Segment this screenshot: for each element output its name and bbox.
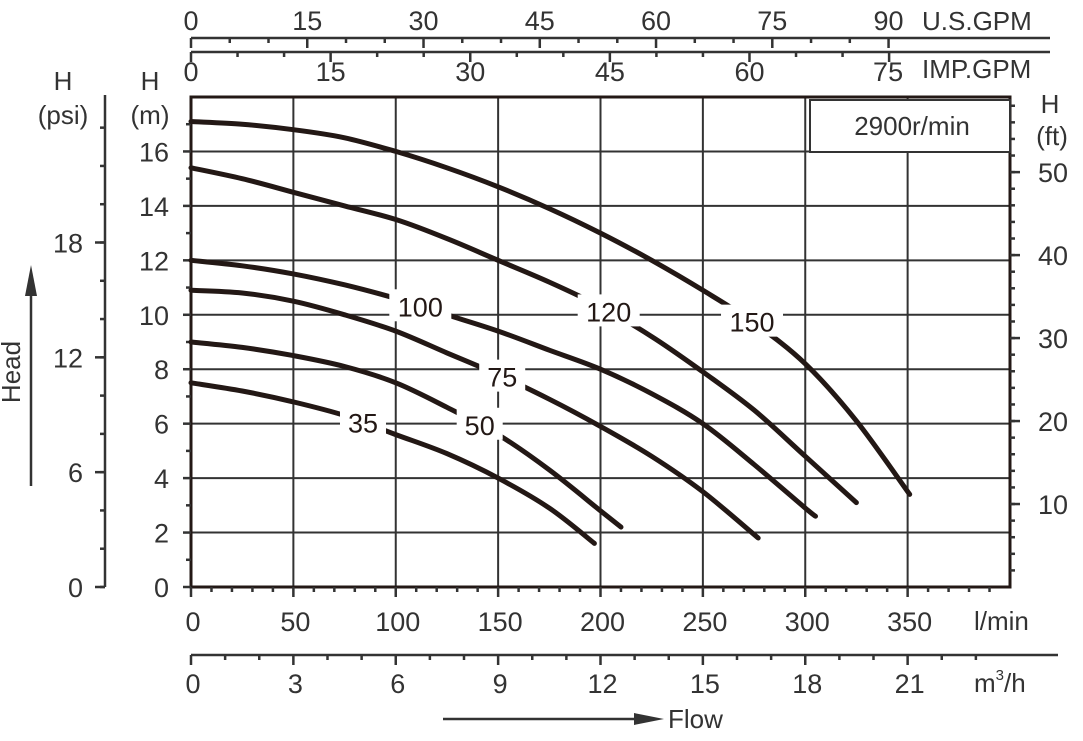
ft-tick-label-40: 40 <box>1038 241 1068 271</box>
m-tick-label-2: 2 <box>154 519 169 549</box>
lmin-tick-label-150: 150 <box>478 607 523 637</box>
head-arrow-head <box>25 265 37 296</box>
m-unit-line2: (m) <box>131 100 170 130</box>
impgpm-tick-label-30: 30 <box>455 57 485 87</box>
usgpm-tick-label-75: 75 <box>757 6 787 36</box>
curve-label-50: 50 <box>465 411 495 441</box>
m3h-tick-label-6: 6 <box>390 669 405 699</box>
impgpm-tick-label-0: 0 <box>183 57 198 87</box>
m3h-unit-label: m3/h <box>974 667 1026 698</box>
usgpm-tick-label-15: 15 <box>292 6 322 36</box>
lmin-tick-label-350: 350 <box>887 607 932 637</box>
m3h-unit-tail: /h <box>1004 668 1026 698</box>
psi-tick-label-12: 12 <box>53 343 83 373</box>
curve-label-bg-50 <box>456 407 503 440</box>
curve-label-bg-35 <box>339 405 386 438</box>
curves <box>188 119 913 546</box>
impgpm-tick-label-45: 45 <box>595 57 625 87</box>
curve-label-35: 35 <box>348 408 378 438</box>
lmin-tick-label-0: 0 <box>185 607 200 637</box>
m-tick-label-8: 8 <box>154 355 169 385</box>
impgpm-unit-label: IMP.GPM <box>922 54 1031 84</box>
usgpm-unit-label: U.S.GPM <box>922 6 1032 36</box>
ft-tick-label-50: 50 <box>1038 158 1068 188</box>
lmin-tick-label-250: 250 <box>682 607 727 637</box>
psi-unit-line1: H <box>54 66 73 96</box>
m3h-tick-label-12: 12 <box>587 669 617 699</box>
speed-annotation: 2900r/min <box>854 111 970 141</box>
curve-150 <box>188 119 913 497</box>
m3h-tick-label-9: 9 <box>493 669 508 699</box>
m3h-tick-label-18: 18 <box>792 669 822 699</box>
impgpm-tick-label-60: 60 <box>734 57 764 87</box>
ft-tick-label-30: 30 <box>1038 324 1068 354</box>
m-tick-label-0: 0 <box>154 573 169 603</box>
ft-unit-line1: H <box>1041 89 1060 119</box>
curve-75 <box>188 287 761 541</box>
m3h-unit-base: m <box>974 668 996 698</box>
m3h-unit-sup: 3 <box>996 667 1004 684</box>
flow-arrow-head <box>634 713 664 725</box>
lmin-tick-label-200: 200 <box>580 607 625 637</box>
flow-axis-title: Flow <box>668 704 723 734</box>
curve-50 <box>188 339 624 530</box>
lmin-tick-label-100: 100 <box>375 607 420 637</box>
m-tick-label-12: 12 <box>139 246 169 276</box>
lmin-tick-label-50: 50 <box>280 607 310 637</box>
m3h-tick-label-15: 15 <box>690 669 720 699</box>
usgpm-tick-label-45: 45 <box>525 6 555 36</box>
curve-label-bg-75 <box>479 359 526 392</box>
usgpm-tick-label-90: 90 <box>874 6 904 36</box>
impgpm-tick-label-15: 15 <box>316 57 346 87</box>
m-tick-label-14: 14 <box>139 192 169 222</box>
m3h-tick-label-3: 3 <box>288 669 303 699</box>
psi-tick-label-6: 6 <box>68 458 83 488</box>
curve-100 <box>188 257 818 519</box>
ft-tick-label-10: 10 <box>1038 490 1068 520</box>
curve-label-120: 120 <box>586 297 631 327</box>
m-unit-line1: H <box>141 66 160 96</box>
psi-tick-label-0: 0 <box>68 573 83 603</box>
ft-tick-label-20: 20 <box>1038 407 1068 437</box>
m-tick-label-16: 16 <box>139 137 169 167</box>
curve-label-bg-100 <box>389 289 452 322</box>
curve-label-150: 150 <box>729 308 774 338</box>
ft-unit-line2: (ft) <box>1036 121 1068 151</box>
m-tick-label-6: 6 <box>154 410 169 440</box>
curve-label-bg-150 <box>721 304 784 337</box>
impgpm-tick-label-75: 75 <box>873 57 903 87</box>
curve-35 <box>188 380 597 546</box>
curve-label-75: 75 <box>487 363 517 393</box>
lmin-unit-label: l/min <box>974 606 1029 636</box>
psi-tick-label-18: 18 <box>53 228 83 258</box>
lmin-tick-label-300: 300 <box>785 607 830 637</box>
speed-annotation-box <box>809 99 1011 153</box>
curve-120 <box>188 165 859 506</box>
curve-label-100: 100 <box>398 292 443 322</box>
psi-unit-line2: (psi) <box>38 100 89 130</box>
usgpm-tick-label-60: 60 <box>641 6 671 36</box>
m-tick-label-4: 4 <box>154 464 169 494</box>
labels: 35 50 75 100 120 150 <box>339 289 784 441</box>
m3h-tick-label-21: 21 <box>895 669 925 699</box>
usgpm-tick-label-30: 30 <box>408 6 438 36</box>
usgpm-tick-label-0: 0 <box>183 6 198 36</box>
head-axis-title: Head <box>0 341 26 403</box>
m3h-tick-label-0: 0 <box>185 669 200 699</box>
curve-label-bg-120 <box>577 294 640 327</box>
m-tick-label-10: 10 <box>139 301 169 331</box>
